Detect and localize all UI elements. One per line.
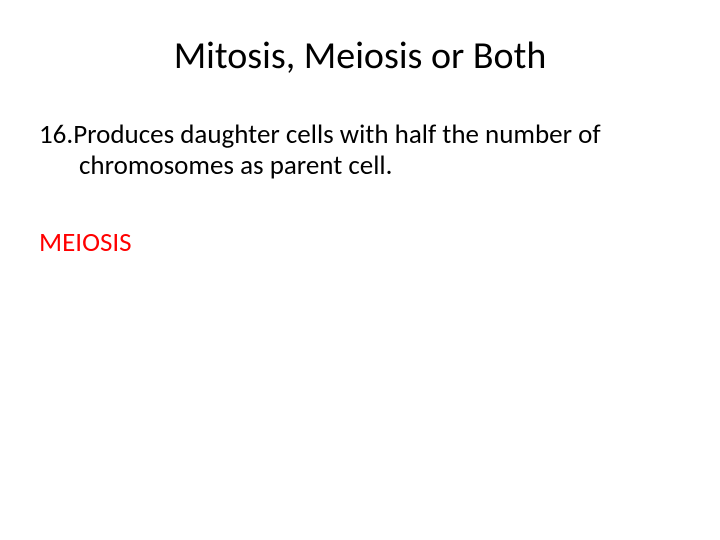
slide-title: Mitosis, Meiosis or Both [35,33,685,79]
question-body: Produces daughter cells with half the nu… [73,118,600,182]
question-number: 16. [39,118,73,151]
question-block: 16.Produces daughter cells with half the… [35,119,685,181]
slide-container: Mitosis, Meiosis or Both 16.Produces dau… [0,0,720,540]
answer-text: MEIOSIS [35,226,685,259]
question-text: 16.Produces daughter cells with half the… [39,119,685,181]
